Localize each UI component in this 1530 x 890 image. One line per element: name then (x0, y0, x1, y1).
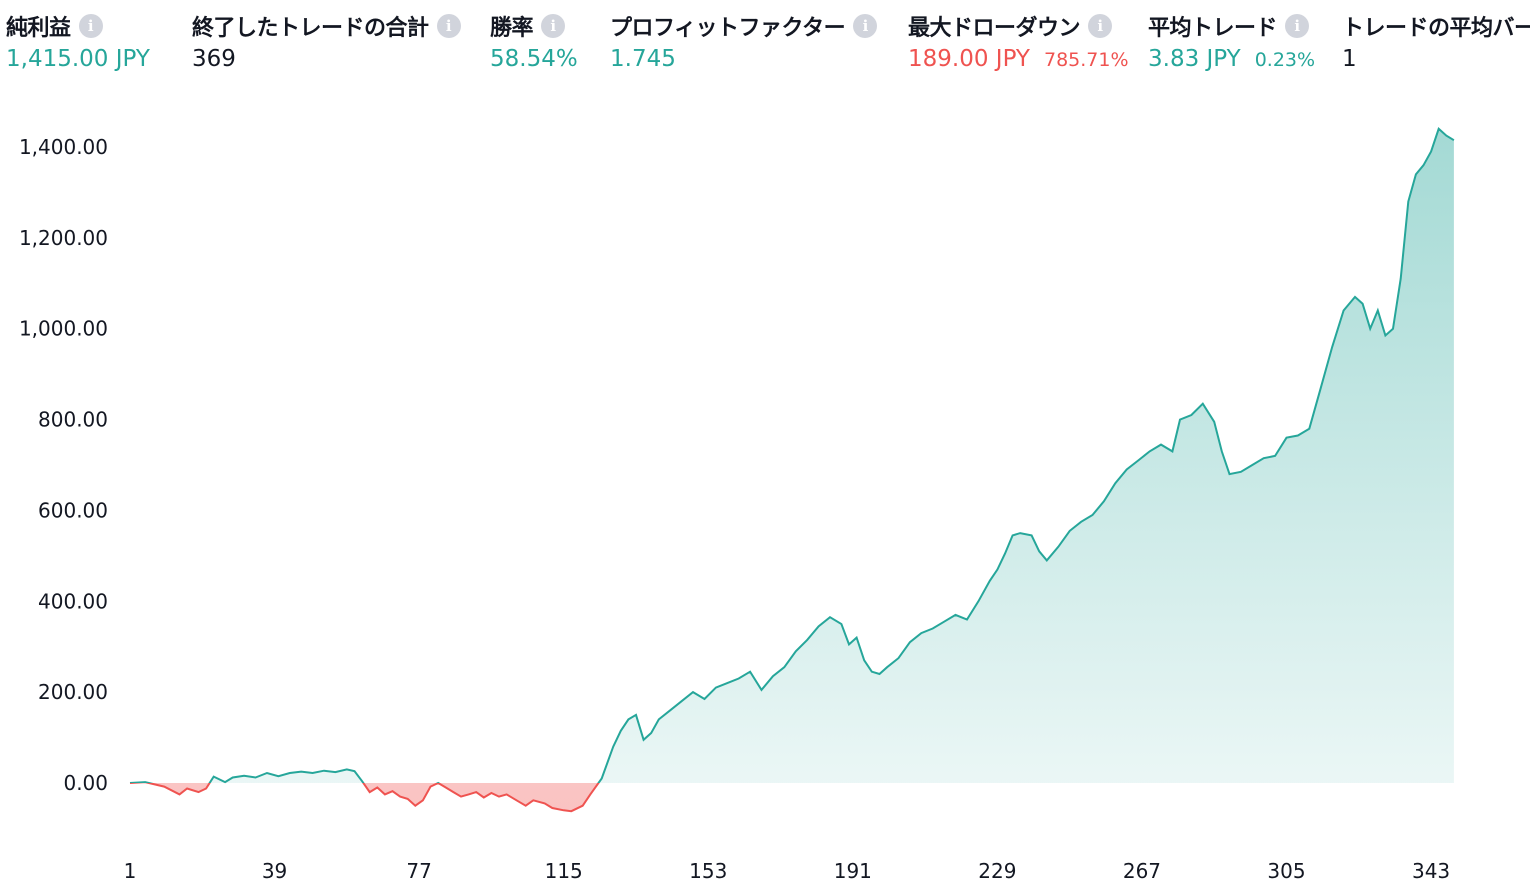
stat-values: 1 (1342, 46, 1530, 80)
y-tick-label: 400.00 (38, 589, 108, 613)
stat-value: 1 (1342, 46, 1357, 72)
info-circle-icon[interactable]: i (78, 14, 103, 38)
stat-value: 1.745 (610, 46, 676, 72)
stat-label-text: 平均トレード (1148, 16, 1278, 41)
y-tick-label: 1,200.00 (19, 226, 108, 250)
stat-1: 終了したトレードの合計 i 369 (192, 8, 461, 80)
stat-values: 189.00 JPY 785.71% (908, 46, 1129, 80)
stat-2: 勝率 i 58.54% (490, 8, 578, 80)
info-circle-icon[interactable]: i (853, 14, 878, 38)
info-circle-icon[interactable]: i (1088, 14, 1113, 38)
stat-value: 189.00 JPY (908, 46, 1030, 72)
info-circle-icon[interactable]: i (1285, 14, 1310, 38)
stat-4: 最大ドローダウン i 189.00 JPY 785.71% (908, 8, 1129, 80)
y-tick-label: 200.00 (38, 680, 108, 704)
stat-label: 純利益 i (6, 8, 150, 44)
x-tick-label: 115 (545, 859, 583, 883)
stat-label-text: トレードの平均バー (1342, 16, 1530, 41)
stat-value: 1,415.00 JPY (6, 46, 150, 72)
stat-label: 平均トレード i (1148, 8, 1315, 44)
x-tick-label: 77 (406, 859, 431, 883)
equity-area-positive (130, 128, 1454, 783)
equity-chart: 0.00 200.00 400.00 600.00 800.00 1,000.00 1,20… (19, 127, 1455, 883)
stat-value: 58.54% (490, 46, 578, 72)
stat-label-text: 純利益 (6, 16, 71, 41)
stat-values: 1,415.00 JPY (6, 46, 150, 80)
stat-label: 終了したトレードの合計 i (192, 8, 461, 44)
stat-sub-value: 785.71% (1044, 49, 1129, 71)
x-tick-label: 39 (262, 859, 287, 883)
stat-label-text: 終了したトレードの合計 (192, 16, 429, 41)
equity-line-positive (129, 127, 1455, 783)
stat-value: 369 (192, 46, 236, 72)
y-axis: 0.00 200.00 400.00 600.00 800.00 1,000.00 1,20… (19, 135, 108, 795)
stat-values: 58.54% (490, 46, 578, 80)
info-circle-icon[interactable]: i (436, 14, 461, 38)
y-tick-label: 600.00 (38, 498, 108, 522)
equity-area-negative (130, 783, 1454, 812)
x-tick-label: 343 (1412, 859, 1450, 883)
y-tick-label: 1,400.00 (19, 135, 108, 159)
x-tick-label: 229 (978, 859, 1016, 883)
stat-0: 純利益 i 1,415.00 JPY (6, 8, 150, 80)
stats-header: 純利益 i 1,415.00 JPY 終了したトレードの合計 i 369 勝率 i 58.54%… (0, 0, 1530, 100)
stat-3: プロフィットファクター i 1.745 (610, 8, 878, 80)
stat-value: 3.83 JPY (1148, 46, 1241, 72)
stat-values: 1.745 (610, 46, 877, 80)
x-tick-label: 267 (1123, 859, 1161, 883)
x-tick-label: 1 (124, 859, 137, 883)
stat-label: 最大ドローダウン i (908, 8, 1129, 44)
x-axis: 1 39 77 115 153 191 229 267 305 343 (124, 859, 1451, 883)
stat-label: 勝率 i (490, 8, 578, 44)
stat-values: 369 (192, 46, 461, 80)
stat-sub-value: 0.23% (1254, 49, 1316, 71)
x-tick-label: 153 (689, 859, 727, 883)
stat-values: 3.83 JPY 0.23% (1148, 46, 1315, 80)
y-tick-label: 0.00 (63, 771, 108, 795)
stat-label: トレードの平均バー (1342, 8, 1530, 44)
stat-label-text: プロフィットファクター (610, 16, 846, 41)
stat-label-text: 最大ドローダウン (908, 16, 1081, 41)
x-tick-label: 191 (834, 859, 872, 883)
equity-line-negative (130, 783, 600, 813)
info-circle-icon[interactable]: i (541, 14, 566, 38)
stat-label-text: 勝率 (490, 16, 534, 41)
stat-label: プロフィットファクター i (610, 8, 878, 44)
stat-6: トレードの平均バー 1 (1342, 8, 1530, 80)
y-tick-label: 1,000.00 (19, 317, 108, 341)
stat-5: 平均トレード i 3.83 JPY 0.23% (1148, 8, 1315, 80)
y-tick-label: 800.00 (38, 408, 108, 432)
x-tick-label: 305 (1267, 859, 1305, 883)
